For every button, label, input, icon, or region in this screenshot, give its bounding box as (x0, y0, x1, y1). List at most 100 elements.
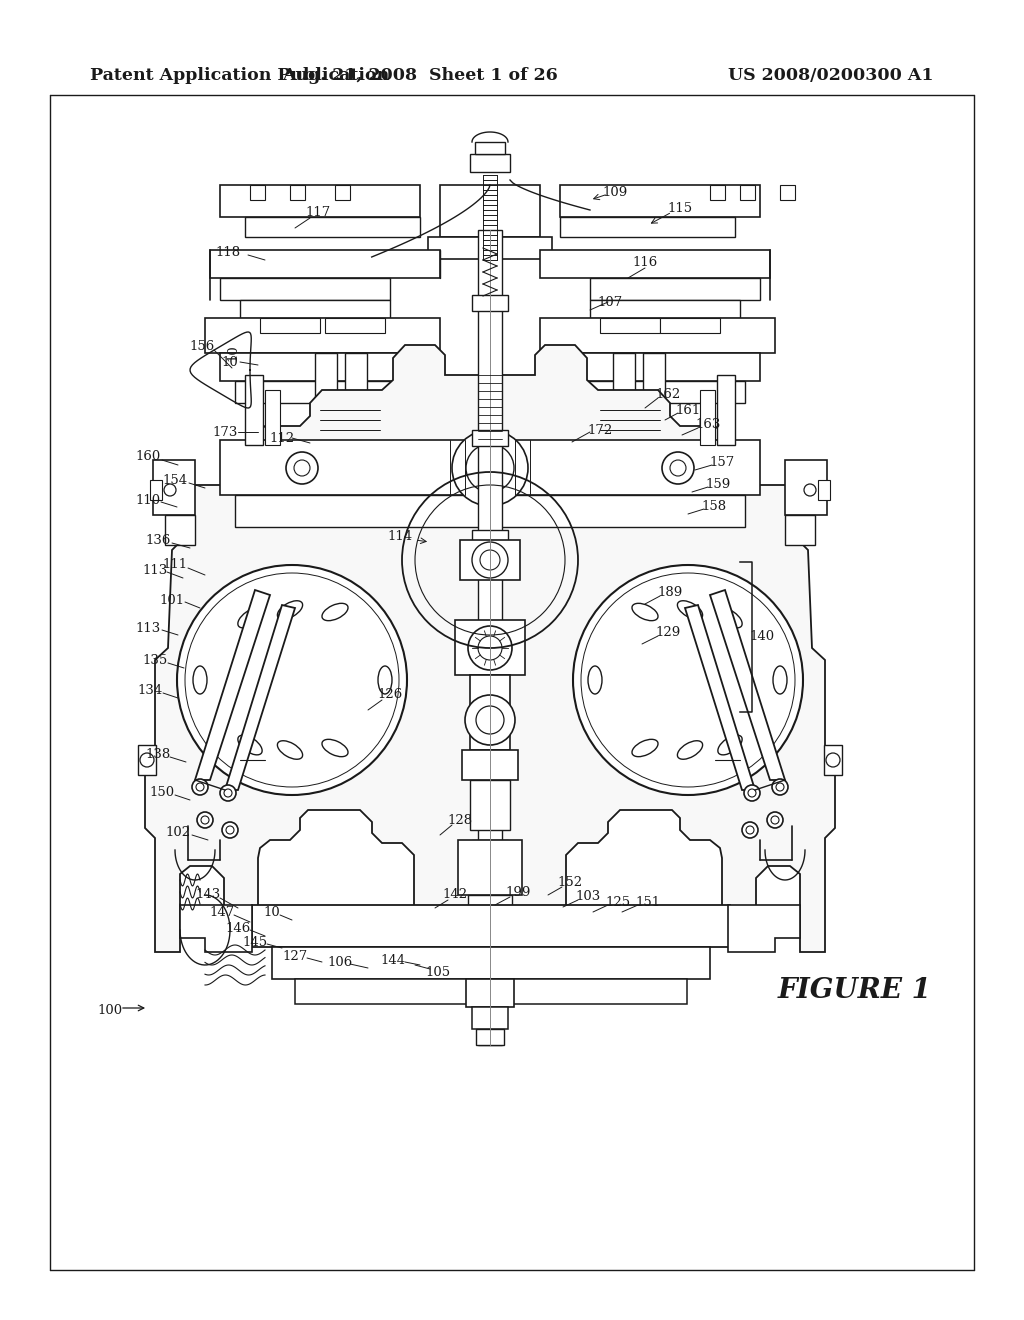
Bar (325, 318, 385, 333)
Ellipse shape (718, 735, 742, 755)
Text: 134: 134 (137, 684, 163, 697)
Circle shape (164, 484, 176, 496)
Text: 158: 158 (701, 499, 727, 512)
Circle shape (776, 783, 784, 791)
Circle shape (222, 822, 238, 838)
Text: 136: 136 (145, 533, 171, 546)
Text: 113: 113 (142, 564, 168, 577)
Text: 126: 126 (378, 689, 402, 701)
Bar (643, 352, 665, 433)
Bar (785, 459, 827, 515)
Bar (540, 381, 745, 403)
Bar (165, 515, 195, 545)
Circle shape (480, 458, 500, 478)
Bar (138, 744, 156, 775)
Text: 115: 115 (668, 202, 692, 214)
Bar (240, 300, 390, 318)
Text: 157: 157 (710, 455, 734, 469)
Circle shape (746, 826, 754, 834)
Polygon shape (195, 590, 270, 780)
Bar (335, 185, 350, 201)
Bar (785, 515, 815, 545)
Bar (315, 352, 337, 433)
Bar (252, 906, 730, 946)
Circle shape (196, 783, 204, 791)
Text: 110: 110 (135, 494, 161, 507)
Text: 10: 10 (263, 906, 281, 919)
Circle shape (177, 565, 407, 795)
Ellipse shape (278, 601, 303, 619)
Circle shape (804, 484, 816, 496)
Bar (220, 279, 390, 300)
Circle shape (478, 636, 502, 660)
Circle shape (286, 451, 318, 484)
Ellipse shape (322, 739, 348, 756)
Bar (234, 381, 440, 403)
Bar (472, 294, 508, 312)
Text: 109: 109 (602, 186, 628, 199)
Bar (220, 185, 420, 216)
Bar (710, 185, 725, 201)
Circle shape (826, 752, 840, 767)
Text: 199: 199 (505, 887, 530, 899)
Bar (150, 480, 162, 500)
Ellipse shape (378, 667, 392, 694)
Ellipse shape (678, 741, 702, 759)
Text: 100: 100 (97, 1003, 123, 1016)
Text: 127: 127 (283, 949, 307, 962)
Polygon shape (710, 590, 785, 780)
Bar (220, 352, 440, 381)
Text: 116: 116 (633, 256, 657, 268)
Text: 172: 172 (588, 424, 612, 437)
Bar (468, 895, 512, 931)
Ellipse shape (322, 603, 348, 620)
Bar (740, 185, 755, 201)
Text: 106: 106 (328, 956, 352, 969)
Bar (478, 230, 502, 1045)
Ellipse shape (632, 603, 658, 620)
Bar (475, 143, 505, 154)
Ellipse shape (718, 609, 742, 628)
Polygon shape (145, 345, 490, 952)
Text: 151: 151 (636, 895, 660, 908)
Bar (455, 620, 525, 675)
Bar (560, 216, 735, 238)
Bar (265, 389, 280, 445)
Text: 156: 156 (189, 341, 215, 354)
Text: 140: 140 (750, 631, 774, 644)
Bar (600, 318, 660, 333)
Text: 163: 163 (695, 418, 721, 432)
Text: 107: 107 (597, 296, 623, 309)
Ellipse shape (278, 741, 303, 759)
Bar (345, 352, 367, 433)
Bar (260, 318, 319, 333)
Ellipse shape (238, 735, 262, 755)
Bar (717, 375, 735, 445)
Text: 101: 101 (160, 594, 184, 606)
Bar (700, 389, 715, 445)
Text: 142: 142 (442, 888, 468, 902)
Bar (205, 318, 440, 352)
Bar (540, 318, 775, 352)
Text: 159: 159 (706, 478, 731, 491)
Circle shape (468, 626, 512, 671)
Bar (250, 185, 265, 201)
Bar (478, 960, 502, 1001)
Text: 160: 160 (135, 450, 161, 463)
Circle shape (480, 550, 500, 570)
Ellipse shape (678, 601, 702, 619)
Circle shape (197, 812, 213, 828)
Bar (470, 780, 510, 830)
Text: 118: 118 (215, 247, 241, 260)
Polygon shape (685, 605, 755, 789)
Bar (462, 750, 518, 780)
Circle shape (193, 779, 208, 795)
Text: 154: 154 (163, 474, 187, 487)
Bar (210, 249, 440, 279)
Ellipse shape (588, 667, 602, 694)
Bar (440, 185, 540, 238)
Text: 135: 135 (142, 653, 168, 667)
Text: FIGURE 1: FIGURE 1 (778, 977, 932, 1003)
Circle shape (476, 706, 504, 734)
Text: 150: 150 (150, 785, 174, 799)
